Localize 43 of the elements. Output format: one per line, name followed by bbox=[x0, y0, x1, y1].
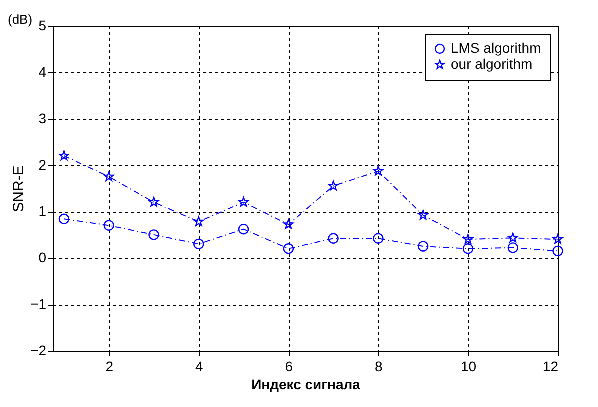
x-tick-label: 8 bbox=[375, 358, 384, 374]
y-tick-label: 1 bbox=[38, 203, 47, 220]
point bbox=[194, 216, 204, 226]
x-tick-label: 2 bbox=[106, 358, 114, 374]
point bbox=[418, 210, 428, 220]
y-tick-label: 4 bbox=[38, 64, 47, 80]
x-tick-label: 4 bbox=[195, 358, 204, 374]
point bbox=[284, 219, 294, 230]
point bbox=[104, 220, 114, 231]
point bbox=[508, 232, 518, 243]
y-tick-label: 0 bbox=[38, 250, 47, 266]
x-tick-label: 12 bbox=[542, 358, 559, 374]
point bbox=[328, 180, 339, 191]
y-tick-label: −1 bbox=[30, 296, 47, 312]
point bbox=[148, 230, 160, 240]
legend-label: our algorithm bbox=[451, 56, 533, 72]
point bbox=[194, 238, 204, 250]
point bbox=[462, 244, 474, 254]
point bbox=[104, 172, 114, 182]
y-tick-label: 5 bbox=[38, 18, 47, 34]
x-tick-label: 10 bbox=[460, 358, 477, 374]
y-axis-title: SNR-E bbox=[10, 166, 28, 212]
point bbox=[373, 166, 384, 176]
point bbox=[418, 241, 429, 252]
point bbox=[148, 197, 160, 207]
y-tick-label: 2 bbox=[38, 156, 47, 173]
point bbox=[463, 234, 474, 244]
point bbox=[552, 234, 564, 244]
y-tick-label: 3 bbox=[38, 110, 47, 126]
x-tick-label: 6 bbox=[285, 358, 294, 374]
text: (dB) bbox=[8, 12, 33, 27]
point bbox=[59, 150, 70, 160]
point bbox=[508, 242, 518, 254]
point bbox=[283, 244, 294, 254]
point bbox=[552, 246, 564, 257]
point bbox=[58, 214, 70, 224]
x-axis-title: Индекс сигнала bbox=[252, 376, 361, 392]
point bbox=[328, 233, 339, 244]
point bbox=[238, 224, 250, 235]
legend-label: LMS algorithm bbox=[451, 40, 542, 56]
point bbox=[373, 233, 384, 244]
y-tick-label: −2 bbox=[30, 342, 47, 358]
point bbox=[238, 197, 249, 207]
